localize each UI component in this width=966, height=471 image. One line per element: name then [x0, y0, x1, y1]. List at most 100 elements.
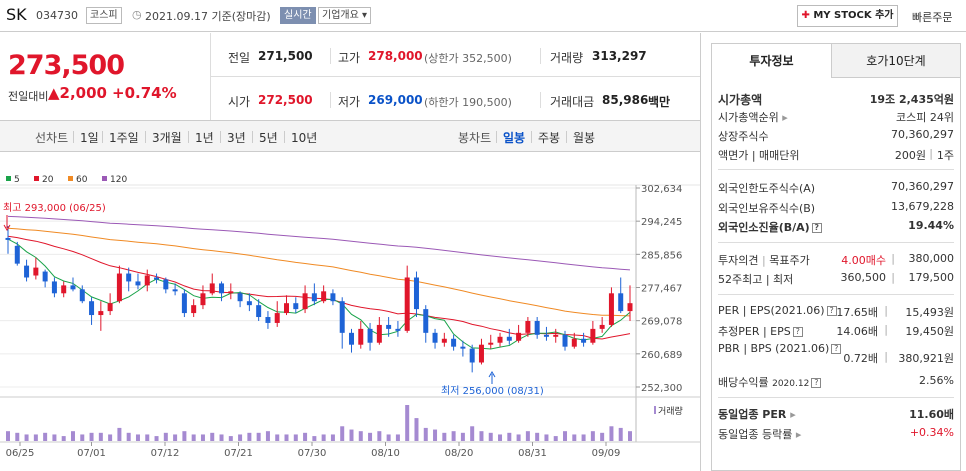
candle-body [534, 320, 540, 335]
top-header: SK 034730 코스피 ◷ 2021.09.17 기준(장마감) 실시간 기… [0, 0, 966, 32]
volume-bar [433, 429, 438, 441]
candle-body [478, 344, 484, 363]
volume-bar [358, 431, 363, 441]
ma-line-60 [7, 227, 631, 317]
market-cap-row: 시가총액 19조 2,435억원 [718, 91, 954, 109]
candle-body [330, 293, 336, 302]
help-icon[interactable]: ? [792, 327, 803, 337]
candle-tab-monthly[interactable]: 월봉 [573, 131, 596, 145]
price-chart[interactable]: 5 20 60 120 302,634 294,245 285,856 277,467 269… [0, 152, 700, 471]
period-tab-3m[interactable]: 3개월 [152, 131, 182, 145]
volume-bar [126, 432, 131, 441]
amount-value: 85,986 [602, 93, 649, 107]
candle-body [42, 271, 48, 282]
ma-legend: 5 20 60 120 [6, 175, 127, 185]
pbr-text: PBR | BPS (2021.06) [718, 342, 830, 355]
candles [5, 226, 633, 373]
volume-legend-label: 거래량 [658, 405, 683, 417]
volume-value: 313,297 [592, 49, 647, 63]
w52-row: 52주최고 | 최저 360,500 | 179,500 [718, 271, 954, 289]
x-tick-label: 06/25 [6, 448, 35, 459]
stock-name: SK [6, 5, 27, 24]
per-label: PER | EPS(2021.06)? [718, 304, 837, 317]
candle-body [209, 283, 215, 294]
volume-label: 거래량 [550, 51, 584, 65]
period-tab-3y[interactable]: 3년 [227, 131, 246, 145]
period-tab-10y[interactable]: 10년 [291, 131, 318, 145]
sector-rate-row: 동일업종 등락률 ▸ +0.34% [718, 426, 954, 444]
volume-bar [145, 434, 150, 441]
volume-bar [43, 432, 48, 441]
divider [540, 48, 541, 64]
change-amount: 2,000 [59, 84, 107, 102]
low-annotation: 최저 256,000 (08/31) [441, 385, 544, 397]
prev-close-value: 271,500 [258, 49, 313, 63]
help-icon[interactable]: ? [811, 223, 822, 233]
low-value: 269,000 [368, 93, 423, 107]
candle-body [608, 293, 614, 325]
period-tab-1y[interactable]: 1년 [195, 131, 214, 145]
candle-body [172, 289, 178, 292]
quick-order-link[interactable]: 빠른주문 [912, 11, 953, 24]
help-icon[interactable]: ? [826, 306, 837, 316]
volume-bar [340, 426, 345, 441]
x-tick-label: 07/21 [224, 448, 253, 459]
candle-body [441, 338, 447, 343]
period-tab-5y[interactable]: 5년 [259, 131, 278, 145]
foreign-hold-row: 외국인보유주식수(B) 13,679,228 [718, 200, 954, 218]
market-cap-rank-label: 시가총액순위 ▸ [718, 109, 788, 125]
candle-body [321, 291, 327, 302]
prev-close-label: 전일 [228, 51, 251, 65]
candle-body [451, 338, 457, 347]
tab-invest-info[interactable]: 투자정보 [712, 44, 831, 78]
shares-value: 70,360,297 [891, 128, 954, 141]
trade-unit-value: 1주 [936, 149, 954, 162]
separator-text: | [761, 254, 766, 267]
candle-tab-daily[interactable]: 일봉 [503, 131, 526, 145]
candle-body [154, 277, 160, 280]
period-tab-1w[interactable]: 1주일 [109, 131, 139, 145]
foreign-hold-label: 외국인보유주식수(B) [718, 202, 816, 215]
divider [718, 397, 954, 398]
volume-bar [368, 432, 373, 441]
candle-tab-weekly[interactable]: 주봉 [538, 131, 561, 145]
candle-body [413, 277, 419, 310]
separator-text: | [891, 252, 895, 265]
help-icon[interactable]: ? [831, 344, 842, 354]
company-info-label: 기업개요 [322, 10, 359, 21]
realtime-button[interactable]: 실시간 [280, 7, 316, 24]
candle-body [98, 311, 104, 316]
volume-bar [210, 432, 215, 441]
help-icon[interactable]: ? [811, 378, 822, 388]
y-tick-label: 302,634 [641, 184, 682, 195]
dividend-label: 배당수익률 2020.12? [718, 374, 822, 390]
volume-bars: 거래량 [6, 405, 683, 441]
candle-body [228, 291, 234, 294]
company-info-dropdown[interactable]: 기업개요 ▾ [318, 7, 372, 24]
y-axis: 302,634 294,245 285,856 277,467 269,078 260,6… [636, 184, 682, 394]
eps-value: 15,493원 [905, 306, 954, 319]
candle-body [274, 313, 280, 323]
volume-bar [24, 434, 29, 441]
candle-body [5, 237, 11, 240]
candle-body [181, 293, 187, 314]
legend-label-60: 60 [76, 175, 88, 185]
volume-bar [284, 434, 289, 441]
chevron-right-icon: ▸ [790, 408, 796, 421]
volume-bar [238, 434, 243, 441]
divider [718, 169, 954, 170]
shares-row: 상장주식수 70,360,297 [718, 128, 954, 146]
w52-label: 52주최고 | 최저 [718, 273, 794, 286]
high-label: 고가 [338, 51, 361, 65]
candle-body [33, 267, 39, 276]
divider [145, 131, 146, 143]
add-mystock-button[interactable]: ✚ MY STOCK 추가 [797, 5, 898, 27]
candle-body [376, 324, 382, 343]
market-badge: 코스피 [86, 7, 122, 24]
period-tab-1d[interactable]: 1일 [80, 131, 99, 145]
sector-per-value: 11.60배 [909, 408, 954, 421]
candle-body [497, 336, 503, 343]
tab-orderbook[interactable]: 호가10단계 [831, 44, 960, 78]
legend-swatch-60 [68, 176, 73, 181]
candle-body [423, 309, 429, 333]
